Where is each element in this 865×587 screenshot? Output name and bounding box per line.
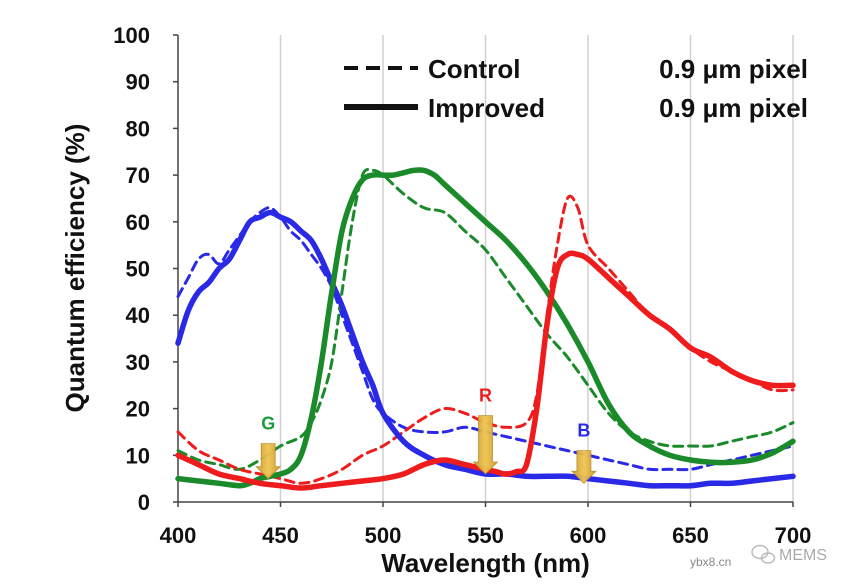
y-tick-label: 30 [126, 350, 150, 375]
legend-suffix-control: 0.9 μm pixel [659, 54, 808, 84]
legend: Control 0.9 μm pixel Improved 0.9 μm pix… [344, 54, 808, 123]
annotation-label-b: B [577, 421, 590, 441]
y-tick-label: 0 [138, 490, 150, 515]
y-tick-label: 20 [126, 397, 150, 422]
wechat-icon [751, 544, 776, 564]
arrow-r: R [472, 386, 499, 475]
watermark-site: ybx8.cn [690, 555, 731, 569]
annotation-label-g: G [261, 414, 275, 434]
series-line-green-improved [175, 167, 796, 489]
x-tick-label: 400 [160, 523, 197, 548]
series-layer [175, 167, 796, 491]
arrow-g: G [255, 414, 282, 480]
y-tick-label: 50 [126, 257, 150, 282]
arrow-shape [255, 443, 282, 480]
watermark: ybx8.cn MEMS [690, 544, 827, 569]
x-tick-label: 450 [262, 523, 299, 548]
series-line-green-control [176, 168, 795, 471]
watermark-brand: MEMS [779, 547, 827, 564]
y-tick-label: 80 [126, 116, 150, 141]
legend-label-control: Control [428, 54, 520, 84]
y-tick-label: 60 [126, 210, 150, 235]
y-tick-label: 40 [126, 303, 150, 328]
y-tick-label: 90 [126, 70, 150, 95]
y-tick-label: 100 [113, 23, 150, 48]
y-tick-label: 70 [126, 163, 150, 188]
arrow-shape [570, 450, 597, 484]
legend-suffix-improved: 0.9 μm pixel [659, 93, 808, 123]
x-tick-label: 650 [672, 523, 709, 548]
y-axis-title: Quantum efficiency (%) [60, 124, 90, 413]
x-axis-title: Wavelength (nm) [381, 548, 589, 578]
x-tick-label: 700 [775, 523, 812, 548]
series-line-blue-improved [175, 209, 796, 489]
x-tick-label: 550 [467, 523, 504, 548]
legend-label-improved: Improved [428, 93, 545, 123]
arrow-b: B [570, 421, 597, 484]
annotation-label-r: R [479, 386, 492, 406]
series-line-red-improved [175, 250, 796, 491]
x-tick-label: 600 [570, 523, 607, 548]
x-tick-label: 500 [365, 523, 402, 548]
annotation-arrows: G R B [255, 386, 597, 484]
arrow-shape [472, 415, 499, 475]
y-tick-label: 10 [126, 443, 150, 468]
axes: 0 10 20 30 40 50 60 70 80 90 100 400 450 500 550 600 650… [113, 23, 811, 548]
